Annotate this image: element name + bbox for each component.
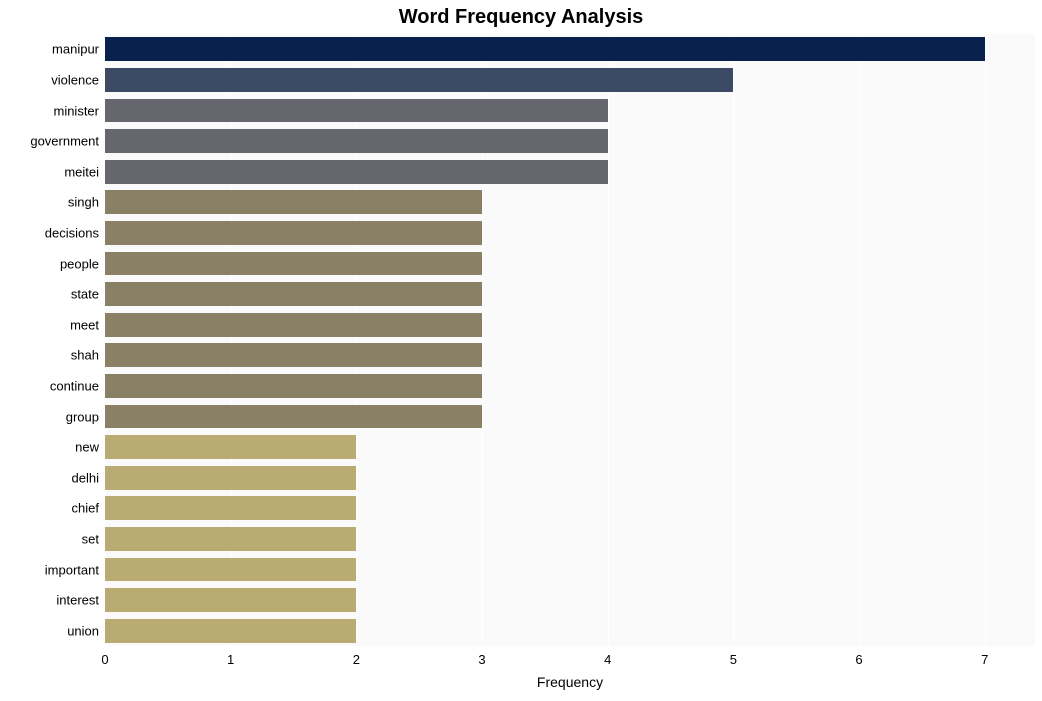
gridline [608, 34, 609, 646]
bar [105, 496, 356, 520]
bar [105, 558, 356, 582]
y-tick-label: state [71, 287, 105, 302]
x-tick-label: 2 [353, 646, 360, 667]
y-tick-label: minister [53, 103, 105, 118]
bar [105, 37, 985, 61]
y-tick-label: shah [71, 348, 105, 363]
x-tick-label: 4 [604, 646, 611, 667]
bar [105, 374, 482, 398]
bar [105, 313, 482, 337]
chart-container: Word Frequency Analysis 01234567manipurv… [0, 0, 1042, 701]
plot-area: 01234567manipurviolenceministergovernmen… [105, 34, 1035, 646]
y-tick-label: people [60, 256, 105, 271]
bar [105, 343, 482, 367]
y-tick-label: singh [68, 195, 105, 210]
y-tick-label: delhi [72, 470, 105, 485]
y-tick-label: chief [72, 501, 105, 516]
bar [105, 435, 356, 459]
y-tick-label: group [66, 409, 105, 424]
gridline [356, 34, 357, 646]
bar [105, 527, 356, 551]
bar [105, 466, 356, 490]
x-tick-label: 5 [730, 646, 737, 667]
bar [105, 405, 482, 429]
y-tick-label: set [82, 531, 105, 546]
y-tick-label: violence [51, 72, 105, 87]
gridline [482, 34, 483, 646]
gridline [733, 34, 734, 646]
gridline [985, 34, 986, 646]
y-tick-label: government [30, 134, 105, 149]
bar [105, 252, 482, 276]
x-tick-label: 6 [855, 646, 862, 667]
bar [105, 588, 356, 612]
bar [105, 160, 608, 184]
y-tick-label: new [75, 440, 105, 455]
y-tick-label: interest [56, 593, 105, 608]
bar [105, 221, 482, 245]
bar [105, 68, 733, 92]
x-axis-title: Frequency [537, 674, 603, 690]
bar [105, 190, 482, 214]
x-tick-label: 3 [478, 646, 485, 667]
bar [105, 619, 356, 643]
y-tick-label: meet [70, 317, 105, 332]
y-tick-label: important [45, 562, 105, 577]
y-tick-label: decisions [45, 225, 105, 240]
gridline [105, 34, 106, 646]
y-tick-label: meitei [64, 164, 105, 179]
x-tick-label: 7 [981, 646, 988, 667]
x-tick-label: 1 [227, 646, 234, 667]
x-tick-label: 0 [101, 646, 108, 667]
bar [105, 129, 608, 153]
chart-title: Word Frequency Analysis [0, 0, 1042, 29]
y-tick-label: continue [50, 378, 105, 393]
gridline [859, 34, 860, 646]
bar [105, 282, 482, 306]
y-tick-label: manipur [52, 42, 105, 57]
gridline [231, 34, 232, 646]
bar [105, 99, 608, 123]
y-tick-label: union [67, 623, 105, 638]
